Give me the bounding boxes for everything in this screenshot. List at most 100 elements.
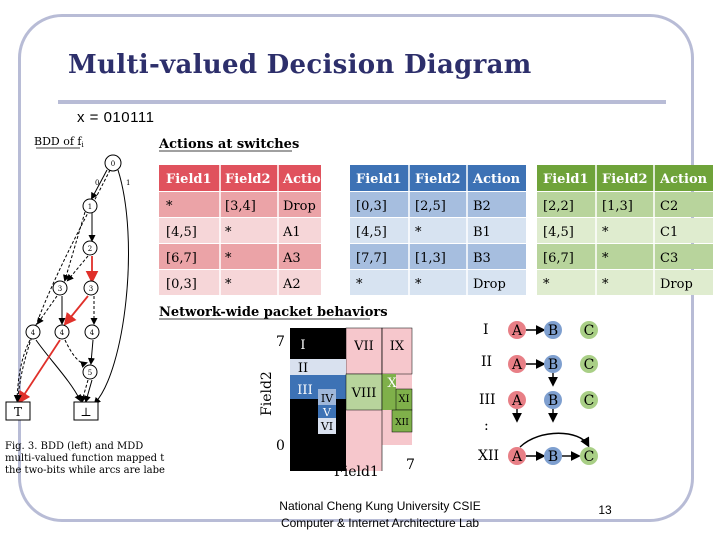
- table-row: [159, 218, 321, 243]
- bdd-node-label: 1: [88, 203, 92, 211]
- bdd-label: BDD of fi: [34, 135, 84, 149]
- region-block: [345, 373, 383, 411]
- bdd-diagram: BDD of fi 0 1 0: [5, 135, 165, 476]
- table-cell: C1: [660, 225, 678, 240]
- switch-node-b: [544, 355, 562, 373]
- path-row-label: XII: [478, 448, 499, 464]
- table-cell: [2,2]: [543, 199, 574, 214]
- bdd-node-label: 4: [31, 329, 36, 337]
- table-row: [537, 192, 713, 217]
- region-block: [346, 445, 382, 471]
- bdd-edge: [63, 211, 86, 282]
- table-cell: [2,5]: [415, 199, 446, 214]
- table-cell: A2: [282, 277, 301, 292]
- bdd-edge: [64, 339, 88, 368]
- table-cell: [7,7]: [356, 251, 387, 266]
- switch-node-label: C: [584, 449, 595, 465]
- bdd-terminal-true-label: T: [14, 405, 22, 419]
- table-cell: *: [602, 277, 609, 292]
- slide-title: Multi-valued Decision Diagram: [68, 50, 532, 80]
- table-cell: C3: [660, 251, 678, 266]
- bdd-node-label: 4: [60, 329, 65, 337]
- switch-node-label: A: [511, 393, 523, 409]
- table-row: [350, 270, 526, 295]
- region-block: [391, 409, 413, 433]
- switch-node-a: [508, 321, 526, 339]
- table-header-cell: Field1: [356, 172, 402, 187]
- table-header-cell: Field2: [602, 172, 648, 187]
- x-axis-title: Field1: [334, 464, 379, 480]
- y-axis-min-label: 0: [276, 438, 285, 454]
- switch-node-a: [508, 355, 526, 373]
- bdd-node: [54, 324, 70, 340]
- x-axis-max-label: 7: [406, 457, 415, 473]
- bdd-node: [52, 280, 68, 296]
- page-number: 13: [598, 503, 612, 517]
- switch-node-label: A: [511, 323, 523, 339]
- bdd-edge-highlight: [18, 339, 61, 405]
- table-cell: *: [225, 251, 232, 266]
- table-cell: [1,3]: [602, 199, 633, 214]
- table-cell: *: [415, 277, 422, 292]
- bdd-terminal-false: [73, 401, 99, 421]
- table-header-row: [537, 165, 713, 191]
- table-cell: *: [543, 277, 550, 292]
- switch-node-label: C: [584, 323, 595, 339]
- bdd-node-label: 2: [88, 245, 92, 253]
- bdd-edge: [84, 379, 93, 403]
- grid-axes: 7 0 0 7 Field1 Field2: [259, 334, 415, 480]
- region-label: IV: [321, 392, 334, 405]
- region-label: II: [298, 361, 308, 376]
- region-block: [381, 327, 413, 375]
- bdd-node: [84, 324, 100, 340]
- table-cell: [4,5]: [356, 225, 387, 240]
- bdd-edge: [93, 169, 129, 405]
- region-label: III: [297, 383, 312, 398]
- footer-line: Computer & Internet Architecture Lab: [280, 516, 480, 530]
- region-label: VI: [320, 420, 333, 433]
- table-row: [159, 244, 321, 269]
- region-label: I: [300, 338, 305, 353]
- bdd-node: [25, 324, 41, 340]
- bdd-terminal-true: [5, 401, 31, 421]
- table-cell: *: [225, 277, 232, 292]
- bdd-caption: Fig. 3. BDD (left) and MDD multi-valued …: [5, 441, 165, 476]
- path-arrow-curved: [519, 432, 590, 448]
- table-cell: Drop: [660, 277, 693, 292]
- path-row-label: III: [479, 392, 496, 408]
- bdd-edge: [35, 339, 81, 402]
- region-grid: [290, 327, 413, 471]
- region-label: VII: [353, 339, 374, 354]
- bdd-node-label: 4: [90, 329, 95, 337]
- bdd-edge-highlight: [63, 295, 89, 326]
- region-label: XI: [398, 394, 409, 405]
- bdd-edge: [66, 255, 89, 282]
- table-header-row: [350, 165, 526, 191]
- table-row: [537, 218, 713, 243]
- bdd-edges: [13, 169, 129, 405]
- switch-node-label: A: [511, 357, 523, 373]
- table-cell: Drop: [283, 199, 316, 214]
- table-cell: *: [602, 251, 609, 266]
- table-row: [537, 270, 713, 295]
- region-block: [318, 405, 336, 418]
- path-row-label: II: [481, 354, 492, 370]
- switch-node-b: [544, 447, 562, 465]
- bdd-node: [83, 280, 99, 296]
- table-header-cell: Action: [472, 172, 521, 187]
- network-heading: Network-wide packet behaviors: [159, 305, 388, 320]
- bdd-node-label: 3: [58, 285, 62, 293]
- bdd-node: [82, 198, 98, 214]
- switch-node-label: B: [548, 323, 558, 339]
- table-header-cell: Field1: [166, 172, 212, 187]
- region-label: V: [322, 406, 332, 419]
- bdd-nodes: 0 1 2 3 3 4 4 4 5: [25, 154, 122, 380]
- bdd-node: [104, 154, 122, 172]
- table-cell: [6,7]: [166, 251, 197, 266]
- slide-footer: National Cheng Kung University CSIE Comp…: [240, 498, 520, 532]
- switch-node-b: [544, 391, 562, 409]
- table-cell: [4,5]: [543, 225, 574, 240]
- switch-node-label: B: [548, 449, 558, 465]
- table-cell: A3: [282, 251, 301, 266]
- path-row-label: I: [483, 322, 489, 338]
